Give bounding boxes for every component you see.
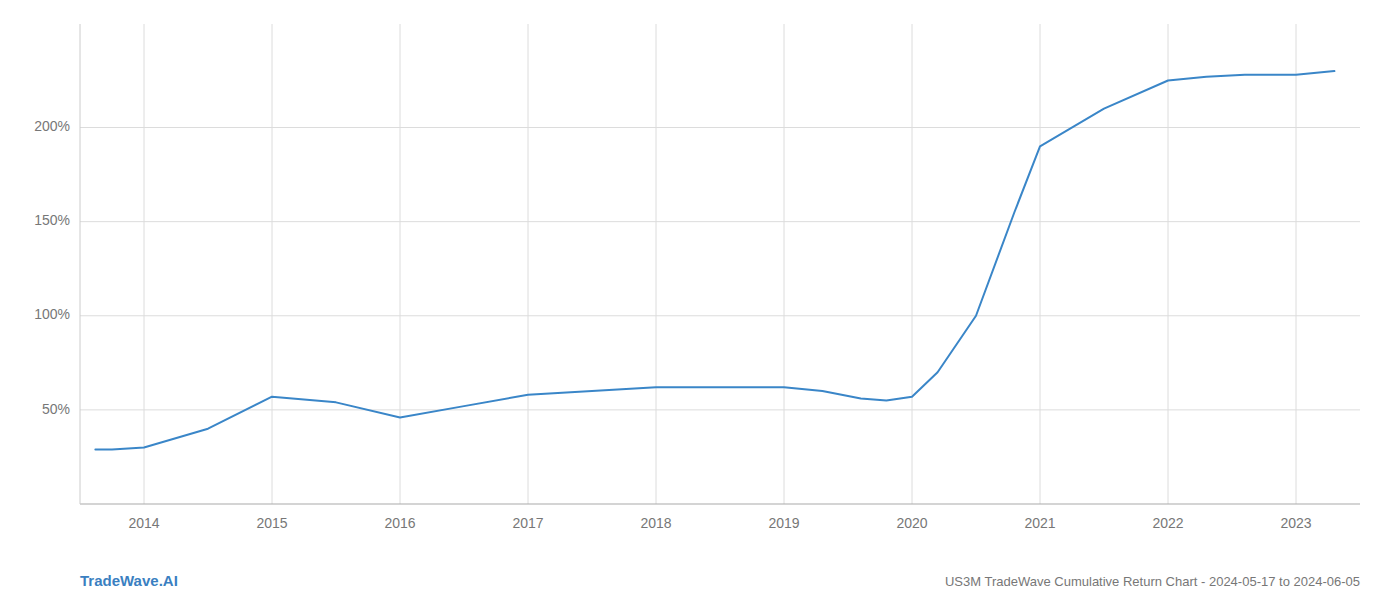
title: US3M TradeWave Cumulative Return Chart -… <box>945 574 1360 589</box>
x-tick-label: 2015 <box>256 515 287 531</box>
x-grid-line <box>528 24 529 504</box>
data-line <box>95 71 1334 449</box>
watermark: TradeWave.AI <box>80 572 178 589</box>
x-tick-label: 2016 <box>384 515 415 531</box>
x-axis-line <box>80 503 1360 504</box>
x-tick-label: 2022 <box>1152 515 1183 531</box>
x-tick-label: 2018 <box>640 515 671 531</box>
background <box>0 0 1400 600</box>
chart-container: 50% 100% 150% 200% 2014 2015 2016 2017 2018 2019 2… <box>0 0 1400 600</box>
x-grid-line <box>1296 24 1297 504</box>
x-tick-label: 2014 <box>128 515 159 531</box>
y-tick-label: 200% <box>34 118 70 134</box>
grid <box>80 24 1360 504</box>
x-grid-line <box>1040 24 1041 504</box>
plot-area <box>95 71 1334 449</box>
axes: 50% 100% 150% 200% 2014 2015 2016 2017 2018 2019 2… <box>34 24 1360 531</box>
x-tick-label: 2023 <box>1280 515 1311 531</box>
y-tick-label: 100% <box>34 306 70 322</box>
x-tick-label: 2021 <box>1024 515 1055 531</box>
x-tick-label: 2019 <box>768 515 799 531</box>
x-grid-line <box>400 24 401 504</box>
x-grid-line <box>784 24 785 504</box>
x-grid-line <box>912 24 913 504</box>
x-tick-label: 2017 <box>512 515 543 531</box>
x-grid-line <box>144 24 145 504</box>
chart-svg: 50% 100% 150% 200% 2014 2015 2016 2017 2018 2019 2… <box>0 0 1400 600</box>
y-tick-label: 50% <box>42 401 70 417</box>
x-grid-line <box>656 24 657 504</box>
y-axis-line <box>80 24 81 504</box>
y-tick-label: 150% <box>34 212 70 228</box>
x-grid-line <box>272 24 273 504</box>
x-tick-label: 2020 <box>896 515 927 531</box>
x-grid-line <box>1168 24 1169 504</box>
